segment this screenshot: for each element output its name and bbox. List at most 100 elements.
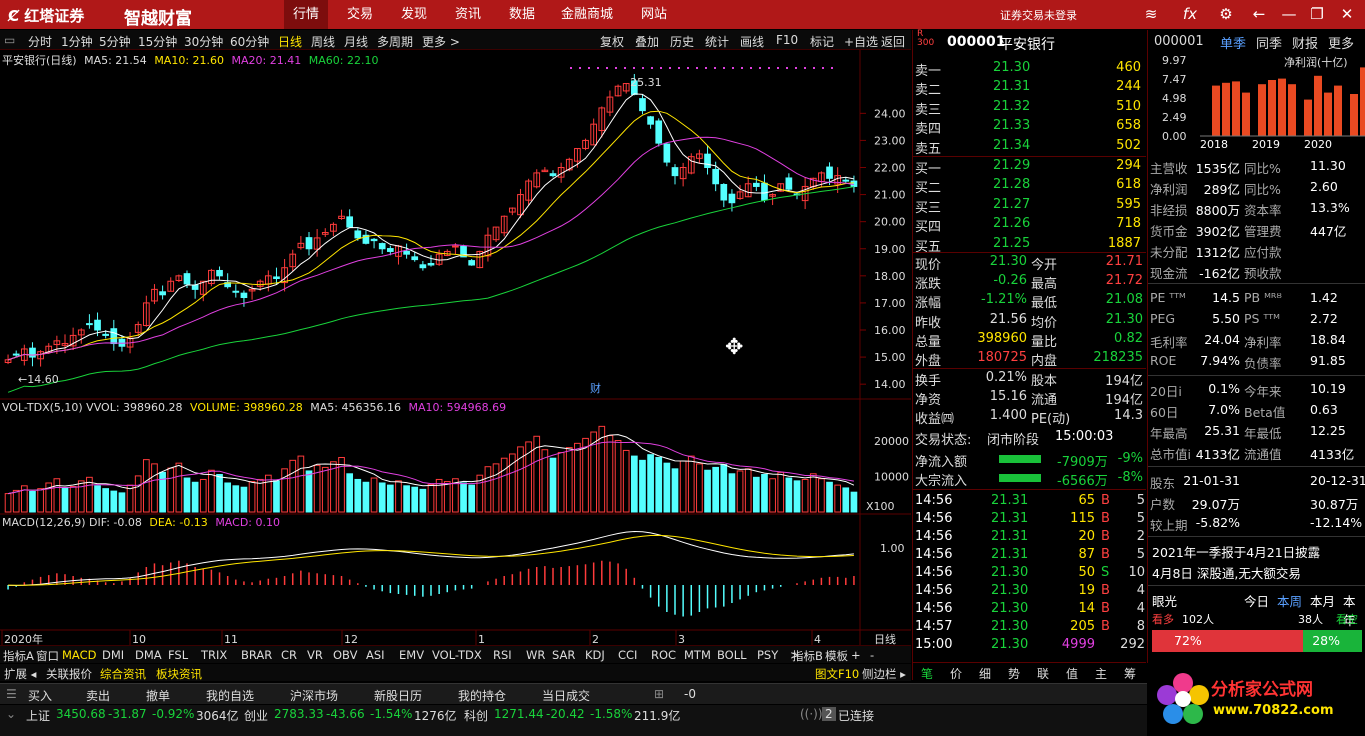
indicator-tab[interactable]: CR xyxy=(281,648,298,662)
nav-news[interactable]: 资讯 xyxy=(455,7,482,22)
layers-icon[interactable]: ≋ xyxy=(1144,5,1158,23)
tool-mark[interactable]: 标记 xyxy=(810,35,835,49)
indicator-tab[interactable]: BRAR xyxy=(241,648,273,662)
indicator-tab[interactable]: MTM xyxy=(684,648,711,662)
indicator-tab[interactable]: ASI xyxy=(366,648,385,662)
indicator-tab[interactable]: 指标B xyxy=(792,649,823,663)
tool-fq[interactable]: 复权 xyxy=(600,35,625,49)
kc-label[interactable]: 科创 xyxy=(464,709,489,723)
sh-label[interactable]: 上证 xyxy=(26,709,51,723)
indicator-tab[interactable]: 窗口 xyxy=(36,649,59,663)
my-watchlist-button[interactable]: 我的自选 xyxy=(206,689,255,703)
indicator-tab[interactable]: KDJ xyxy=(585,648,605,662)
back-arrow-icon[interactable]: ← xyxy=(1252,5,1266,23)
expand-icon[interactable]: ⌄ xyxy=(6,707,17,721)
today-deals-button[interactable]: 当日成交 xyxy=(542,689,591,703)
period-30min[interactable]: 30分钟 xyxy=(184,35,224,49)
minimize-icon[interactable]: — xyxy=(1281,5,1297,23)
expand-tab[interactable]: 扩展 ◂ xyxy=(4,667,37,681)
indicator-tab[interactable]: DMI xyxy=(102,648,125,662)
eye-tab[interactable]: 本年 xyxy=(1343,594,1356,628)
indicator-tab[interactable]: WR xyxy=(526,648,546,662)
tick-tab[interactable]: 联 xyxy=(1037,667,1050,681)
indicator-tab[interactable]: + xyxy=(851,648,861,662)
news-tab[interactable]: 综合资讯 xyxy=(100,667,146,681)
indicator-tab[interactable]: PSY xyxy=(757,648,779,662)
notice-item[interactable]: 2021年一季报于4月21日披露 xyxy=(1152,545,1321,560)
gear-icon[interactable]: ⚙ xyxy=(1219,5,1233,23)
period-1min[interactable]: 1分钟 xyxy=(61,35,93,49)
buy-button[interactable]: 买入 xyxy=(28,689,53,703)
sidebar-toggle[interactable]: 侧边栏 ▸ xyxy=(862,667,906,681)
period-60min[interactable]: 60分钟 xyxy=(230,35,270,49)
period-more[interactable]: 更多 > xyxy=(422,35,460,49)
login-status[interactable]: 证券交易未登录 xyxy=(1000,9,1077,22)
f10-tab[interactable]: 图文F10 xyxy=(815,667,860,681)
indicator-tab[interactable]: VR xyxy=(307,648,323,662)
fin-tab[interactable]: 更多 xyxy=(1328,37,1355,52)
period-timeshare[interactable]: 分时 xyxy=(28,35,53,49)
sell-button[interactable]: 卖出 xyxy=(86,689,111,703)
indicator-tab[interactable]: MACD xyxy=(62,648,97,662)
broker-logo[interactable]: Ȼ 红塔证券 xyxy=(8,7,85,25)
tick-tab[interactable]: 笔 xyxy=(921,667,934,681)
indicator-tab[interactable]: EMV xyxy=(399,648,425,662)
tool-f10[interactable]: F10 xyxy=(776,33,799,47)
tool-stats[interactable]: 统计 xyxy=(705,35,730,49)
indicator-tab[interactable]: DMA xyxy=(135,648,162,662)
indicator-tab[interactable]: CCI xyxy=(618,648,638,662)
period-monthly[interactable]: 月线 xyxy=(344,35,369,49)
period-15min[interactable]: 15分钟 xyxy=(138,35,178,49)
indicator-tab[interactable]: BOLL xyxy=(717,648,747,662)
tool-add-watch[interactable]: +自选 xyxy=(844,35,879,49)
tick-tab[interactable]: 细 xyxy=(979,667,992,681)
ipo-calendar-button[interactable]: 新股日历 xyxy=(374,689,423,703)
collapse-icon[interactable]: ▭ xyxy=(4,33,16,47)
close-icon[interactable]: ✕ xyxy=(1340,5,1354,23)
cy-label[interactable]: 创业 xyxy=(244,709,269,723)
related-quote-tab[interactable]: 关联报价 xyxy=(46,667,92,681)
eye-tab[interactable]: 今日 xyxy=(1244,594,1270,609)
nav-discover[interactable]: 发现 xyxy=(401,7,428,22)
tool-draw[interactable]: 画线 xyxy=(740,35,765,49)
nav-data[interactable]: 数据 xyxy=(509,7,536,22)
formula-icon[interactable]: fx xyxy=(1182,5,1198,23)
ad-banner[interactable]: 分析家公式网 www.70822.com xyxy=(1147,663,1365,736)
indicator-tab[interactable]: 模板 xyxy=(825,649,848,663)
indicator-tab[interactable]: TRIX xyxy=(201,648,228,662)
market-button[interactable]: 沪深市场 xyxy=(290,689,339,703)
indicator-tab[interactable]: OBV xyxy=(333,648,358,662)
add-icon[interactable]: ⊞ xyxy=(654,687,665,701)
tool-back[interactable]: 返回 xyxy=(881,35,906,49)
period-multi[interactable]: 多周期 xyxy=(377,35,414,49)
cancel-order-button[interactable]: 撤单 xyxy=(146,689,171,703)
menu-icon[interactable]: ☰ xyxy=(6,687,17,701)
indicator-tab[interactable]: FSL xyxy=(168,648,189,662)
tick-tab[interactable]: 价 xyxy=(950,667,963,681)
kline-chart[interactable]: 24.0023.0022.0021.0020.0019.0018.0017.00… xyxy=(0,50,911,645)
indicator-tab[interactable]: > xyxy=(790,648,800,662)
period-weekly[interactable]: 周线 xyxy=(311,35,336,49)
sector-news-tab[interactable]: 板块资讯 xyxy=(156,667,202,681)
nav-website[interactable]: 网站 xyxy=(641,7,668,22)
restore-icon[interactable]: ❐ xyxy=(1310,5,1324,23)
indicator-tab[interactable]: RSI xyxy=(493,648,512,662)
nav-trade[interactable]: 交易 xyxy=(347,7,374,22)
fin-tab[interactable]: 单季 xyxy=(1220,37,1247,52)
indicator-tab[interactable]: SAR xyxy=(552,648,576,662)
tick-tab[interactable]: 筹 xyxy=(1124,667,1137,681)
nav-market[interactable]: 行情 xyxy=(284,0,329,29)
period-daily[interactable]: 日线 xyxy=(278,35,303,49)
period-5min[interactable]: 5分钟 xyxy=(99,35,131,49)
eye-tab[interactable]: 本周 xyxy=(1277,594,1303,609)
tick-tab[interactable]: 势 xyxy=(1008,667,1021,681)
tool-history[interactable]: 历史 xyxy=(670,35,695,49)
tick-tab[interactable]: 值 xyxy=(1066,667,1079,681)
fin-tab[interactable]: 同季 xyxy=(1256,37,1283,52)
indicator-tab[interactable]: ROC xyxy=(651,648,677,662)
fin-tab[interactable]: 财报 xyxy=(1292,37,1319,52)
notice-item[interactable]: 4月8日 深股通,无大额交易 xyxy=(1152,566,1301,581)
eye-tab[interactable]: 本月 xyxy=(1310,594,1336,609)
indicator-tab[interactable]: 指标A xyxy=(3,649,34,663)
tool-overlay[interactable]: 叠加 xyxy=(635,35,660,49)
